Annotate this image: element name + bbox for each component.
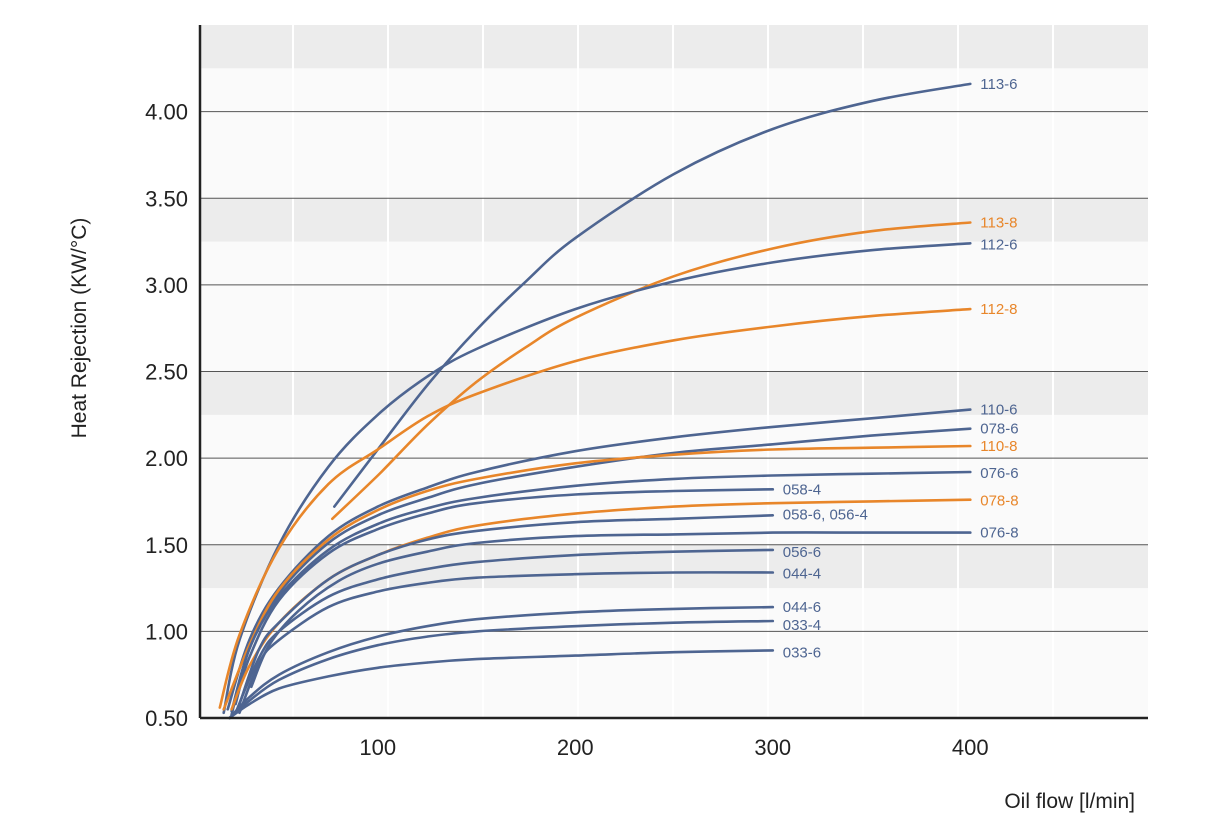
x-tick-label: 100 xyxy=(359,735,396,760)
series-line-044-4 xyxy=(238,571,775,715)
series-line-113-6 xyxy=(333,82,972,508)
series-line-056-6 xyxy=(234,548,775,715)
y-tick-label: 3.00 xyxy=(145,273,188,298)
series-label: 033-4 xyxy=(783,617,821,634)
x-tick-label: 300 xyxy=(754,735,791,760)
series-label: 056-6 xyxy=(783,544,821,561)
series-label: 058-6, 056-4 xyxy=(783,506,868,523)
x-axis-title: Oil flow [l/min] xyxy=(1004,790,1135,813)
y-tick-label: 0.50 xyxy=(145,706,188,731)
series-label: 112-6 xyxy=(980,236,1017,253)
series-line-058-4 xyxy=(234,488,775,706)
series-label: 113-8 xyxy=(980,215,1017,232)
y-axis-title: Heat Rejection (KW/°C) xyxy=(68,218,91,439)
series-label: 058-4 xyxy=(783,481,821,498)
series-lines xyxy=(218,82,972,720)
y-tick-label: 1.00 xyxy=(145,619,188,644)
series-line-112-8 xyxy=(218,307,972,709)
series-line-058-6-056-4 xyxy=(238,514,775,706)
axes xyxy=(198,25,1148,720)
gridlines xyxy=(200,111,1148,632)
series-line-076-8 xyxy=(250,531,972,689)
y-tick-label: 2.50 xyxy=(145,360,188,385)
series-line-076-6 xyxy=(230,470,972,713)
y-tick-label: 4.00 xyxy=(145,100,188,125)
series-line-113-8 xyxy=(331,221,972,521)
series-label: 076-6 xyxy=(980,465,1018,482)
series-label: 033-6 xyxy=(783,644,821,661)
series-label: 110-8 xyxy=(980,438,1017,455)
series-label: 112-8 xyxy=(980,301,1017,318)
series-label: 044-4 xyxy=(783,565,821,582)
y-tick-label: 2.00 xyxy=(145,446,188,471)
series-label: 078-8 xyxy=(980,493,1018,510)
series-label: 113-6 xyxy=(980,76,1017,93)
series-line-078-6 xyxy=(230,427,972,716)
series-label: 110-6 xyxy=(980,402,1017,419)
x-tick-label: 400 xyxy=(952,735,989,760)
series-line-110-8 xyxy=(222,444,972,711)
series-line-033-4 xyxy=(228,619,775,720)
series-line-044-6 xyxy=(228,605,775,720)
y-tick-label: 3.50 xyxy=(145,186,188,211)
series-label: 076-8 xyxy=(980,525,1018,542)
series-label: 044-6 xyxy=(783,599,821,616)
x-tick-label: 200 xyxy=(557,735,594,760)
tick-labels: 0.50 1.00 1.50 2.00 2.50 3.00 3.50 4.00 100 200 30… xyxy=(145,100,988,760)
series-label: 078-6 xyxy=(980,421,1018,438)
y-tick-label: 1.50 xyxy=(145,533,188,558)
series-line-033-6 xyxy=(228,649,775,720)
